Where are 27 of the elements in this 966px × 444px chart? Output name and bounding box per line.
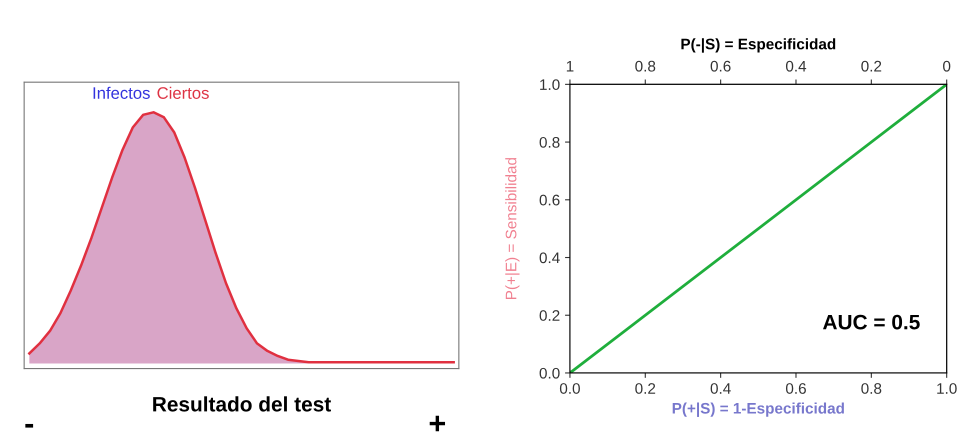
x2-tick-label: 0.6 (710, 60, 731, 72)
text: Ciertos (157, 86, 209, 99)
text: Infectos (94, 86, 150, 99)
x-tick-label: 0.2 (635, 383, 656, 394)
x-axis-title: P(+|S) = 1-Especificidad (672, 402, 844, 417)
x-tick-label: 1.0 (937, 383, 957, 394)
y-tick-label: 0.8 (540, 136, 560, 148)
x2-tick-label: 0.4 (786, 60, 806, 72)
x-axis-title: Resultado del test (153, 396, 331, 412)
y-tick-label: 0.2 (540, 310, 560, 321)
text: - (25, 424, 34, 428)
x-tick-label: 0.8 (861, 383, 882, 394)
x2-tick-label: 0.8 (635, 60, 656, 72)
y-tick-label: 0.0 (540, 368, 560, 379)
x-tick-label: 0.4 (710, 383, 731, 394)
x2-tick-label: 1 (566, 60, 574, 72)
y-axis-title: P(+|E) = Sensibilidad (505, 158, 520, 300)
x2-tick-label: 0 (943, 60, 950, 72)
annotation: AUC = 0.5 (822, 314, 920, 330)
x-tick-label: 0.0 (560, 383, 580, 394)
text: + (430, 416, 446, 432)
x2-tick-label: 0.2 (861, 60, 882, 72)
y-tick-label: 0.6 (540, 194, 560, 206)
x2-axis-title: P(-|S) = Especificidad (681, 38, 836, 53)
y-tick-label: 0.4 (540, 252, 560, 264)
y-tick-label: 1.0 (540, 79, 560, 90)
x-tick-label: 0.6 (786, 383, 806, 394)
